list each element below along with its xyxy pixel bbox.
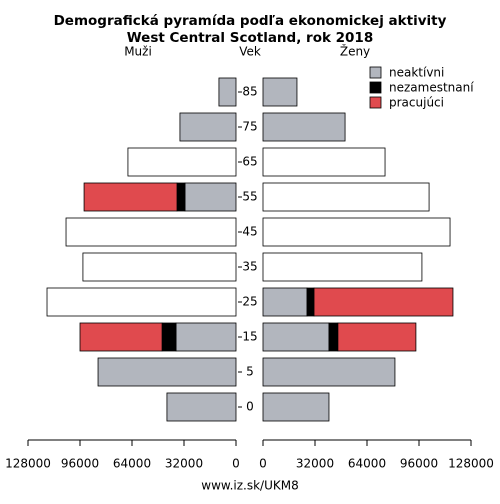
bar (166, 392, 237, 422)
legend-label: nezamestnaní (389, 81, 474, 95)
bar (176, 182, 186, 212)
bar (262, 252, 423, 282)
x-tick-label: 64000 (113, 457, 151, 471)
bar (97, 357, 237, 387)
bar (328, 322, 339, 352)
y-tick-label: 45 (242, 225, 257, 239)
bar (262, 392, 330, 422)
y-tick-label: 65 (242, 155, 257, 169)
left-label: Muži (124, 45, 152, 59)
bar (161, 322, 177, 352)
x-tick-label: 32000 (296, 457, 334, 471)
bar (83, 182, 178, 212)
chart-subtitle: West Central Scotland, rok 2018 (127, 30, 373, 46)
x-tick-label: 32000 (165, 457, 203, 471)
x-tick-label: 96000 (61, 457, 99, 471)
x-tick-label: 64000 (348, 457, 386, 471)
legend-swatch (369, 96, 382, 109)
source: www.iz.sk/UKM8 (201, 479, 299, 493)
bar (175, 322, 237, 352)
legend-swatch (369, 66, 382, 79)
x-tick-label: 128000 (5, 457, 51, 471)
y-tick-label: 25 (242, 295, 257, 309)
x-tick-label: 0 (232, 457, 240, 471)
bar (65, 217, 237, 247)
right-label: Ženy (340, 44, 370, 59)
y-tick-label: 35 (242, 260, 257, 274)
legend-swatch (369, 81, 382, 94)
bar (262, 357, 396, 387)
bar (262, 287, 308, 317)
y-tick-label: 5 (246, 365, 254, 379)
bar (184, 182, 237, 212)
bar (313, 287, 454, 317)
bar (262, 147, 386, 177)
center-label: Vek (239, 45, 261, 59)
legend-label: neaktívni (389, 66, 444, 80)
bar (79, 322, 163, 352)
bar (218, 77, 237, 107)
bar (46, 287, 237, 317)
bar (262, 322, 330, 352)
y-tick-label: 85 (242, 85, 257, 99)
bar (82, 252, 237, 282)
chart-title: Demografická pyramída podľa ekonomickej … (54, 13, 447, 29)
x-tick-label: 96000 (400, 457, 438, 471)
bar (262, 217, 451, 247)
y-tick-label: 0 (246, 400, 254, 414)
bar (337, 322, 417, 352)
bar (262, 112, 346, 142)
x-tick-label: 128000 (448, 457, 494, 471)
y-tick-label: 75 (242, 120, 257, 134)
legend-label: pracujúci (389, 96, 444, 110)
bar (306, 287, 315, 317)
y-tick-label: 55 (242, 190, 257, 204)
x-tick-label: 0 (259, 457, 267, 471)
bar (127, 147, 237, 177)
bar (179, 112, 237, 142)
bar (262, 182, 430, 212)
bar (262, 77, 298, 107)
y-tick-label: 15 (242, 330, 257, 344)
